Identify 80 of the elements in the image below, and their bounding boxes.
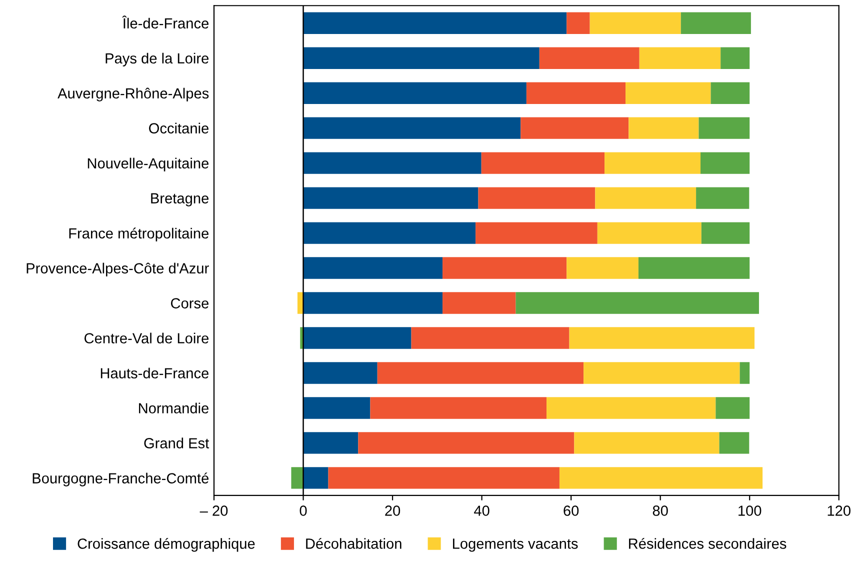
y-tick-label: Hauts-de-France bbox=[100, 368, 208, 378]
bar bbox=[303, 467, 328, 489]
legend-label: Décohabitation bbox=[306, 538, 402, 549]
y-tick-label: France métropolitaine bbox=[69, 228, 208, 242]
bar bbox=[680, 12, 751, 34]
x-tick-label: 60 bbox=[564, 506, 579, 516]
bar bbox=[701, 222, 750, 244]
bar bbox=[574, 432, 720, 454]
bar bbox=[303, 187, 478, 209]
y-tick-label: Corse bbox=[170, 298, 208, 308]
bar bbox=[481, 152, 605, 174]
bar bbox=[716, 397, 750, 419]
bar bbox=[370, 397, 547, 419]
bar bbox=[566, 12, 590, 34]
bar bbox=[303, 117, 521, 139]
bar bbox=[698, 117, 750, 139]
x-tick-label: 40 bbox=[474, 506, 490, 516]
bar bbox=[604, 152, 701, 174]
y-tick-label: Auvergne-Rhône-Alpes bbox=[58, 88, 209, 102]
x-tick-label: – 20 bbox=[200, 506, 228, 516]
bar bbox=[303, 327, 412, 349]
bar bbox=[303, 397, 370, 419]
y-tick-label: Normandie bbox=[139, 402, 208, 414]
bar bbox=[569, 327, 755, 349]
bar bbox=[303, 47, 540, 69]
bar bbox=[442, 292, 516, 314]
bar bbox=[303, 152, 482, 174]
bar bbox=[584, 362, 740, 384]
bar bbox=[520, 117, 629, 139]
bar bbox=[628, 117, 699, 139]
bar bbox=[639, 47, 721, 69]
bar bbox=[526, 82, 626, 104]
x-tick-label: 120 bbox=[828, 506, 850, 516]
bar bbox=[700, 152, 750, 174]
x-tick-label: 80 bbox=[652, 506, 668, 516]
x-tick-label: 100 bbox=[738, 506, 762, 516]
y-tick-label: Occitanie bbox=[149, 122, 208, 134]
legend-label: Logements vacants bbox=[453, 538, 578, 552]
legend-label: Résidences secondaires bbox=[629, 538, 786, 549]
bar bbox=[696, 187, 750, 209]
bar bbox=[303, 12, 567, 34]
bar bbox=[377, 362, 584, 384]
y-tick-label: Bourgogne-Franche-Comté bbox=[32, 472, 209, 486]
bar bbox=[566, 257, 638, 279]
bar bbox=[710, 82, 750, 104]
bar bbox=[358, 432, 574, 454]
y-tick-label: Bretagne bbox=[151, 193, 208, 206]
bar bbox=[720, 47, 750, 69]
bar bbox=[516, 292, 759, 314]
bar bbox=[291, 467, 304, 489]
bar bbox=[328, 467, 560, 489]
y-tick-label: Pays de la Loire bbox=[106, 52, 208, 66]
bar bbox=[303, 362, 378, 384]
y-tick-label: Centre-Val de Loire bbox=[84, 332, 208, 344]
bar bbox=[740, 362, 750, 384]
bar bbox=[638, 257, 750, 279]
bar bbox=[476, 222, 598, 244]
bar bbox=[303, 292, 443, 314]
bar bbox=[719, 432, 750, 454]
x-tick-label: 20 bbox=[385, 506, 400, 516]
bar bbox=[478, 187, 596, 209]
y-tick-label: Nouvelle-Aquitaine bbox=[88, 158, 208, 172]
bar bbox=[626, 82, 711, 104]
bar bbox=[597, 222, 702, 244]
bar bbox=[303, 222, 476, 244]
bar bbox=[442, 257, 567, 279]
bar bbox=[539, 47, 640, 69]
bar bbox=[303, 82, 526, 104]
bar bbox=[590, 12, 681, 34]
bar bbox=[411, 327, 570, 349]
bar bbox=[303, 257, 443, 279]
x-tick-label: 0 bbox=[300, 506, 307, 516]
y-tick-label: Provence-Alpes-Côte d'Azur bbox=[26, 262, 209, 276]
y-tick-label: Grand Est bbox=[144, 438, 210, 448]
bar bbox=[559, 467, 763, 489]
legend-label: Croissance démographique bbox=[78, 538, 255, 552]
bar bbox=[303, 432, 358, 454]
y-tick-label: Île-de-France bbox=[122, 16, 208, 29]
bar bbox=[595, 187, 696, 209]
bar bbox=[546, 397, 716, 419]
